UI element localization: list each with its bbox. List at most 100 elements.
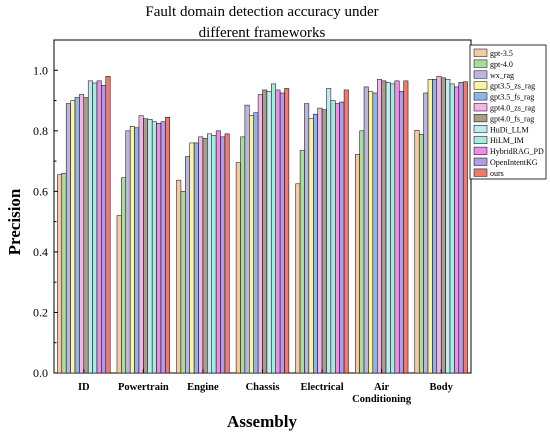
legend-swatch-7 (473, 125, 488, 134)
bar-6-9 (454, 86, 460, 374)
bar-1-0 (116, 215, 122, 374)
legend-swatch-8 (473, 135, 488, 144)
bar-2-9 (215, 130, 221, 374)
x-tick-label-2-0: Engine (187, 382, 219, 393)
legend-swatch-2 (473, 70, 488, 79)
legend-swatch-11 (473, 168, 488, 177)
plot-area: 0.0 0.2 0.4 0.6 0.8 1.0 ID Powertrain Engine Cha… (33, 39, 472, 405)
bar-2-10 (220, 136, 226, 374)
bar-2-6 (202, 138, 208, 374)
legend-swatch-1 (473, 59, 488, 68)
legend-label-7: HuDi_LLM (490, 125, 529, 134)
bar-4-4 (313, 113, 318, 374)
bar-6-6 (440, 77, 446, 374)
bars-layer (57, 76, 468, 374)
x-tick-label-1-0: Powertrain (118, 382, 169, 393)
chart-title-line-1: Fault domain detection accuracy under (145, 4, 378, 20)
bar-6-11 (462, 81, 468, 374)
bar-2-11 (224, 133, 230, 374)
legend-swatch-4 (473, 92, 488, 101)
bar-2-1 (180, 191, 186, 374)
y-tick-label-5: 1.0 (33, 63, 48, 77)
bar-0-5 (79, 94, 85, 374)
legend-label-2: wx_rag (490, 71, 514, 80)
bar-3-6 (262, 89, 268, 374)
bar-0-0 (57, 174, 63, 374)
bar-5-5 (376, 79, 382, 374)
bar-1-9 (156, 123, 162, 374)
bar-0-1 (61, 172, 67, 374)
y-tick-label-1: 0.2 (33, 305, 48, 319)
bar-3-10 (279, 92, 285, 374)
bar-6-4 (432, 79, 438, 374)
legend-label-3: gpt3.5_zs_rag (490, 82, 535, 91)
legend-swatch-9 (473, 146, 488, 155)
legend-swatch-3 (473, 81, 488, 90)
bar-5-4 (372, 92, 378, 374)
bar-0-7 (87, 80, 93, 374)
bar-0-8 (92, 82, 98, 374)
bar-2-5 (198, 136, 204, 374)
chart-title-line-2: different frameworks (199, 25, 326, 41)
bar-5-6 (381, 80, 387, 374)
bar-3-0 (235, 162, 241, 374)
bar-3-1 (240, 136, 246, 374)
bar-2-2 (185, 156, 190, 374)
bar-1-2 (125, 130, 131, 374)
bar-1-5 (138, 115, 144, 374)
x-tick-label-6-0: Body (430, 382, 454, 393)
bar-2-3 (189, 142, 195, 374)
bar-0-2 (65, 103, 71, 374)
y-tick-label-4: 0.8 (33, 124, 48, 138)
bar-4-11 (343, 89, 349, 374)
bar-6-3 (427, 79, 433, 374)
legend-label-6: gpt4.0_fs_rag (490, 114, 534, 123)
bar-6-10 (458, 82, 464, 374)
bar-4-2 (304, 103, 310, 374)
bar-1-8 (151, 121, 157, 374)
bar-0-11 (105, 76, 111, 374)
bar-1-7 (147, 119, 153, 374)
x-axis-label: Assembly (227, 412, 297, 431)
x-tick-label-3-0: Chassis (246, 382, 280, 393)
bar-1-1 (121, 177, 127, 374)
x-tick-label-4-0: Electrical (300, 382, 343, 393)
bar-6-8 (449, 83, 455, 374)
y-tick-label-0: 0.0 (33, 366, 48, 380)
legend-label-10: OpenIntentKG (490, 158, 538, 167)
y-axis: 0.0 0.2 0.4 0.6 0.8 1.0 (33, 39, 58, 380)
legend: gpt-3.5 gpt-4.0 wx_rag gpt3.5_zs_rag gpt3.5_… (469, 44, 547, 180)
bar-3-4 (253, 112, 259, 374)
bar-4-5 (317, 107, 323, 374)
x-tick-label-5-1: Conditioning (352, 394, 412, 405)
bar-5-7 (385, 82, 391, 374)
legend-label-4: gpt3.5_fs_rag (490, 93, 534, 102)
legend-label-8: HiLM_IM (490, 136, 524, 145)
bar-5-1 (359, 130, 365, 374)
bar-2-4 (193, 142, 199, 374)
legend-label-9: HybridRAG_PD (490, 147, 544, 156)
bar-3-3 (249, 115, 254, 374)
bar-6-0 (414, 129, 420, 374)
bar-3-7 (266, 91, 272, 374)
bar-5-10 (398, 91, 404, 374)
bar-3-2 (244, 104, 250, 374)
bar-5-3 (368, 91, 374, 374)
x-axis: ID Powertrain Engine Chassis Electrical AirCo… (78, 369, 454, 405)
y-tick-label-2: 0.4 (33, 245, 48, 259)
y-axis-label: Precision (5, 188, 24, 255)
bar-4-9 (335, 103, 340, 374)
bar-5-2 (363, 86, 369, 374)
bar-2-7 (207, 133, 212, 374)
bar-5-11 (403, 80, 409, 374)
bar-5-8 (390, 83, 396, 374)
bar-6-5 (436, 76, 442, 374)
legend-label-0: gpt-3.5 (490, 49, 513, 58)
bar-2-0 (176, 179, 182, 374)
legend-label-11: ours (490, 169, 504, 178)
bar-4-3 (308, 118, 314, 374)
bar-4-7 (326, 88, 332, 374)
bar-4-0 (295, 183, 301, 374)
bar-0-6 (83, 97, 89, 374)
